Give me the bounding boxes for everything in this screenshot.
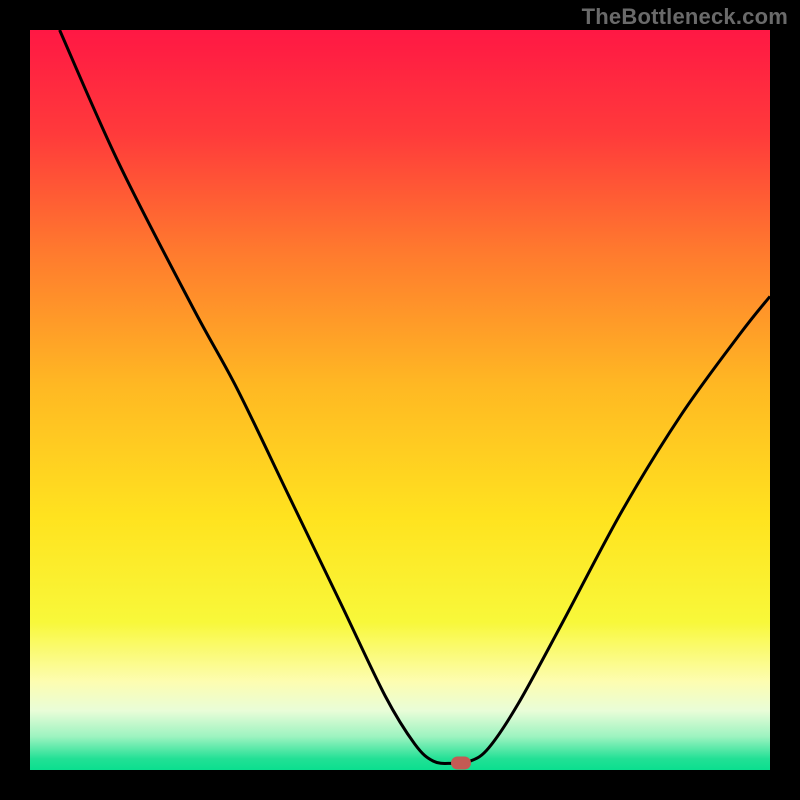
chart-frame: TheBottleneck.com [0, 0, 800, 800]
plot-area [30, 30, 770, 770]
watermark-text: TheBottleneck.com [582, 4, 788, 30]
optimal-point-marker [451, 756, 471, 769]
bottleneck-curve [30, 30, 770, 770]
